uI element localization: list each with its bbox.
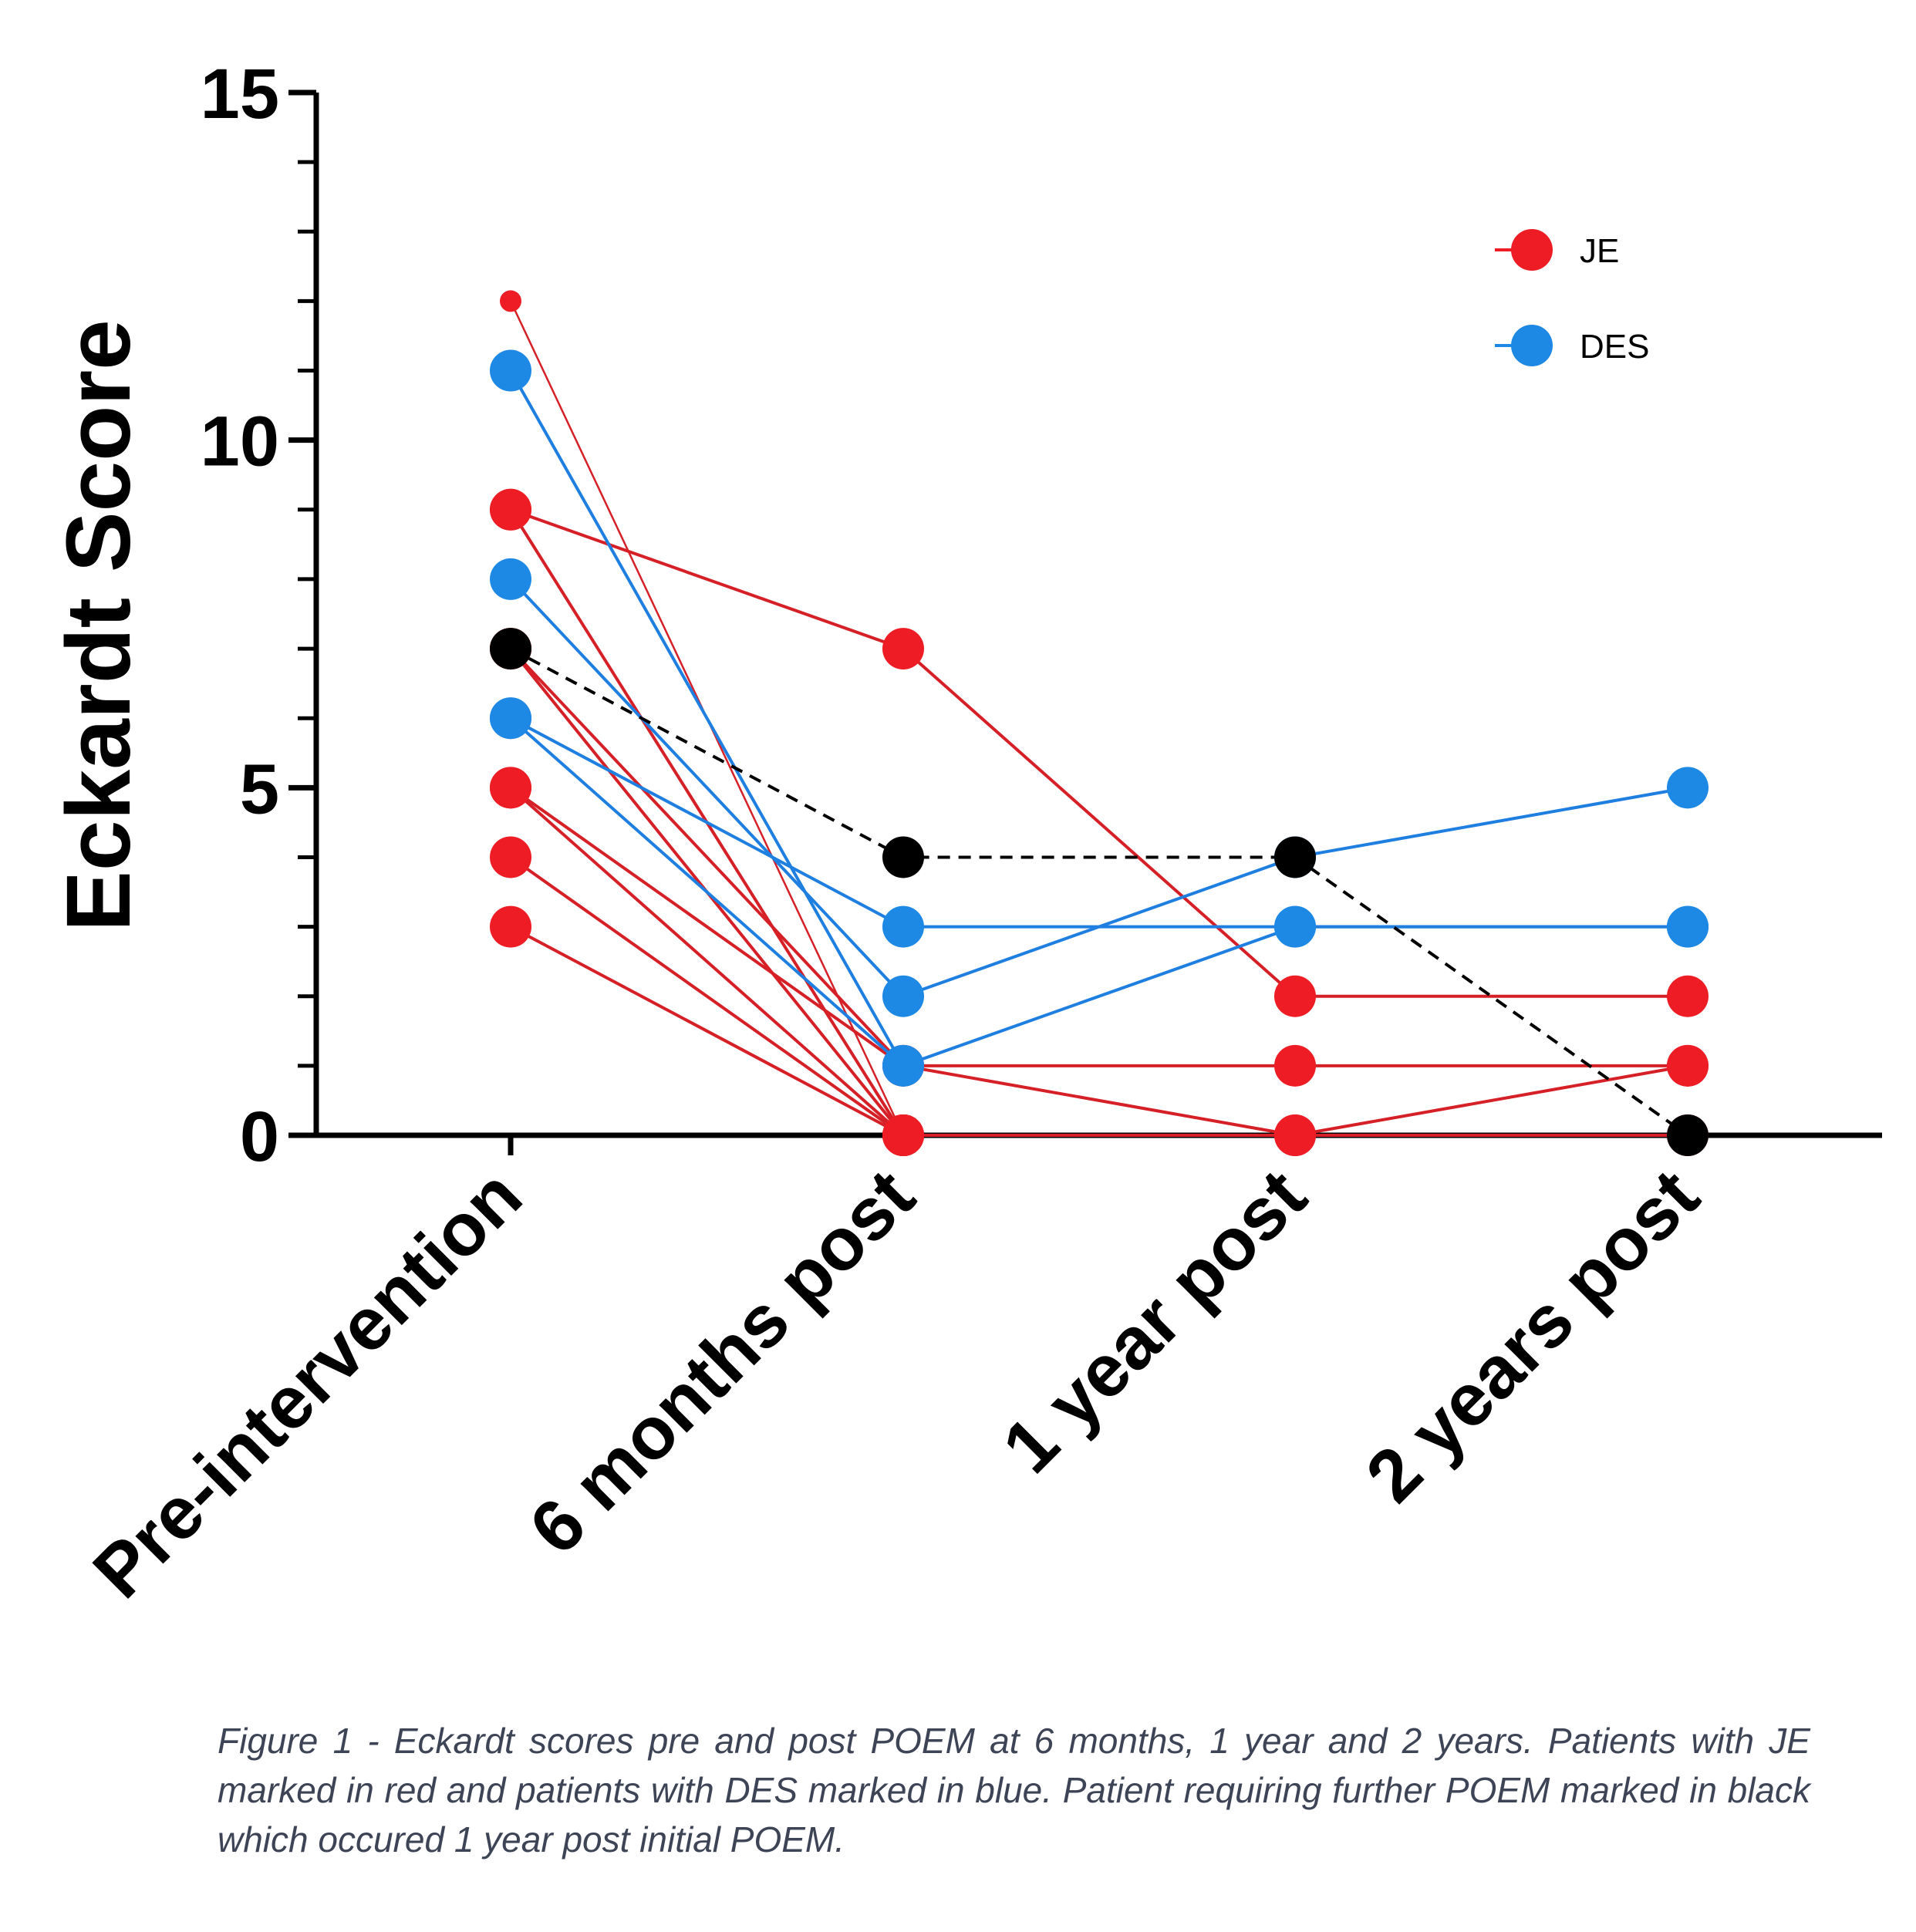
je-data-point (1667, 1044, 1709, 1087)
x-category-label: 2 years post (1351, 1154, 1715, 1518)
legend-marker-des (1511, 325, 1553, 366)
further-poem-series-line (510, 647, 1689, 1137)
legend-label: JE (1580, 232, 1619, 270)
further-poem-data-point (1274, 836, 1316, 878)
je-data-point (1274, 975, 1316, 1017)
je-data-point (882, 1114, 924, 1156)
des-data-point (882, 1044, 924, 1087)
je-data-point (1274, 1044, 1316, 1087)
je-data-point (882, 628, 924, 670)
je-data-point (490, 488, 531, 531)
je-series-line (510, 925, 904, 1137)
x-category-label: 6 months post (514, 1154, 930, 1570)
y-axis-title: Eckardt Score (48, 319, 150, 932)
des-data-point (490, 349, 531, 392)
des-series-line (509, 716, 905, 1067)
je-data-point (490, 767, 531, 809)
des-data-point (490, 558, 531, 600)
des-data-point (490, 697, 531, 740)
des-series-line (510, 716, 1688, 929)
legend: JE DES (1495, 229, 1649, 366)
je-series-line (509, 786, 905, 1137)
des-series-line (509, 578, 1688, 999)
des-series-line (509, 369, 1688, 1068)
des-data-point (1667, 905, 1709, 948)
je-series-line (509, 855, 1688, 1137)
des-data-point (882, 905, 924, 948)
legend-label: DES (1580, 328, 1649, 366)
des-data-point (1667, 767, 1709, 809)
je-data-point (500, 290, 521, 312)
y-tick-label: 0 (240, 1097, 279, 1176)
y-tick-label: 10 (201, 403, 279, 481)
des-data-point (1274, 905, 1316, 948)
je-series-line (509, 647, 1688, 1067)
further-poem-data-point (490, 628, 531, 670)
y-tick-label: 15 (201, 55, 279, 133)
x-category-label: 1 year post (987, 1154, 1322, 1489)
je-series-line (509, 786, 1688, 1138)
figure-caption: Figure 1 - Eckardt scores pre and post P… (218, 1721, 1810, 1860)
je-data-point (1274, 1114, 1316, 1156)
je-series-line (510, 507, 1688, 998)
further-poem-data-point (1667, 1114, 1709, 1156)
je-data-point (490, 836, 531, 878)
x-category-label: Pre-intervention (78, 1154, 538, 1613)
legend-marker-je (1511, 229, 1553, 271)
further-poem-data-point (882, 836, 924, 878)
series-points (490, 290, 1709, 1156)
series-lines (509, 300, 1689, 1138)
des-data-point (882, 975, 924, 1017)
je-data-point (490, 905, 531, 948)
y-tick-label: 5 (240, 750, 279, 828)
je-data-point (1667, 975, 1709, 1017)
